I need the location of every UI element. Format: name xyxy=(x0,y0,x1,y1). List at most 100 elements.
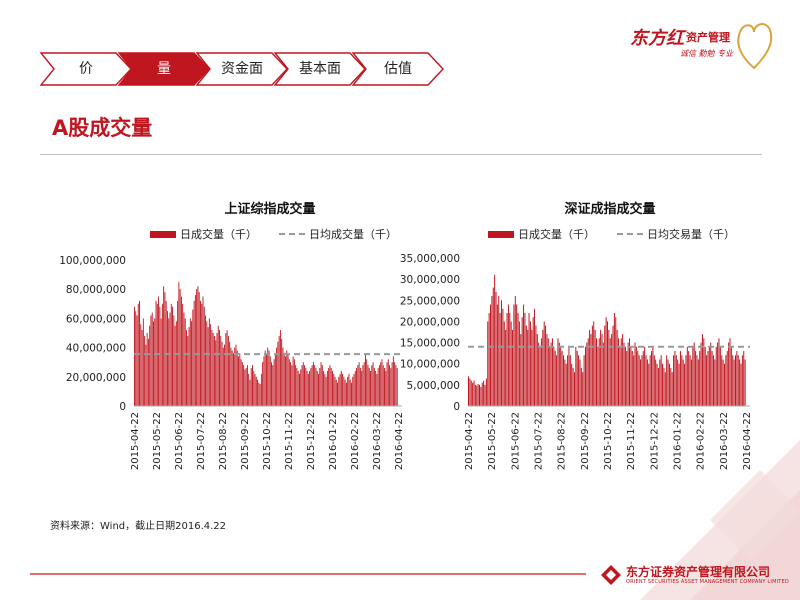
volume-bar xyxy=(260,373,262,406)
volume-bar xyxy=(503,321,505,406)
volume-bar xyxy=(200,300,201,406)
volume-bar xyxy=(382,365,384,406)
volume-bar xyxy=(734,355,736,406)
volume-bar xyxy=(715,346,717,406)
volume-bar xyxy=(301,365,303,406)
volume-bar xyxy=(150,315,152,406)
volume-bar xyxy=(728,342,730,406)
volume-bar xyxy=(188,327,190,406)
volume-bar xyxy=(733,359,735,406)
volume-bar xyxy=(536,334,538,406)
volume-bar xyxy=(616,329,618,406)
volume-bar xyxy=(739,359,741,406)
volume-bar xyxy=(258,382,260,406)
x-tick-label: 2016-03-22 xyxy=(719,412,730,470)
volume-bar xyxy=(392,356,394,406)
volume-bar xyxy=(384,368,385,406)
y-tick-label: 15,000,000 xyxy=(400,338,460,350)
volume-bar xyxy=(477,384,479,406)
volume-bar xyxy=(564,359,566,406)
volume-bar xyxy=(545,325,547,406)
volume-bar xyxy=(378,365,380,406)
volume-bar xyxy=(532,317,534,406)
tab-fundamentals[interactable]: 基本面 xyxy=(274,52,366,86)
x-tick-label: 2015-04-22 xyxy=(130,412,141,470)
volume-bar xyxy=(357,365,359,406)
volume-bar xyxy=(389,365,391,406)
volume-bar xyxy=(395,365,397,406)
tab-funds[interactable]: 资金面 xyxy=(196,52,288,86)
volume-bar xyxy=(196,289,198,406)
volume-bar xyxy=(607,321,608,406)
volume-bar xyxy=(744,359,746,406)
volume-bar xyxy=(300,369,302,406)
volume-bar xyxy=(266,353,267,406)
volume-bar xyxy=(470,380,472,406)
volume-bar xyxy=(163,286,165,406)
volume-bar xyxy=(286,350,288,406)
volume-bar xyxy=(613,312,615,406)
volume-bar xyxy=(307,373,309,406)
volume-bar xyxy=(326,370,328,406)
volume-bar xyxy=(712,355,714,406)
volume-bar xyxy=(141,330,143,406)
volume-bar xyxy=(718,338,720,406)
volume-bar xyxy=(496,304,498,406)
tab-volume[interactable]: 量 xyxy=(118,52,210,86)
volume-bar xyxy=(332,370,333,406)
volume-bar xyxy=(186,330,187,406)
volume-bar xyxy=(368,368,370,406)
volume-bar xyxy=(194,295,196,406)
volume-bar xyxy=(677,359,679,406)
volume-bar xyxy=(681,355,683,406)
volume-bar xyxy=(343,376,345,406)
volume-bar xyxy=(704,346,706,406)
legend-bar-swatch xyxy=(488,230,514,238)
volume-bar xyxy=(579,359,581,406)
volume-bar xyxy=(726,351,728,406)
volume-bar xyxy=(491,296,493,406)
y-tick-label: 80,000,000 xyxy=(66,284,126,296)
volume-bar xyxy=(333,373,335,406)
volume-bar xyxy=(505,329,507,406)
volume-bar xyxy=(178,281,180,406)
volume-bar xyxy=(690,359,692,406)
nav-tabs: 价 量 资金面 基本面 估值 xyxy=(40,52,444,86)
volume-bar xyxy=(640,359,642,406)
legend-line-swatch xyxy=(617,233,643,235)
y-tick-label: 5,000,000 xyxy=(407,380,460,392)
volume-bar xyxy=(707,351,709,406)
volume-bar xyxy=(598,338,600,406)
volume-bar xyxy=(501,300,503,406)
volume-bar xyxy=(159,306,161,406)
volume-bar xyxy=(604,325,606,406)
volume-bar xyxy=(586,342,588,406)
x-tick-label: 2016-02-22 xyxy=(350,412,361,470)
volume-bar xyxy=(349,379,351,406)
volume-bar xyxy=(315,368,317,406)
brand-slogan: 诚信 勤勉 专业 xyxy=(680,49,734,58)
volume-bar xyxy=(206,321,208,406)
volume-bar xyxy=(167,311,168,406)
volume-bar xyxy=(481,382,483,406)
volume-bar xyxy=(279,330,281,406)
legend-bar-swatch xyxy=(150,230,176,238)
volume-bar xyxy=(571,363,573,406)
y-tick-label: 20,000,000 xyxy=(400,316,460,328)
tab-valuation[interactable]: 估值 xyxy=(352,52,444,86)
volume-bar xyxy=(737,355,739,406)
volume-bar xyxy=(191,321,193,406)
tab-price[interactable]: 价 xyxy=(40,52,132,86)
volume-bar xyxy=(272,365,274,406)
volume-bar xyxy=(597,346,599,406)
volume-bar xyxy=(164,292,166,406)
y-tick-label: 30,000,000 xyxy=(400,274,460,286)
y-tick-label: 35,000,000 xyxy=(400,253,460,265)
volume-bar xyxy=(612,325,614,406)
volume-bar xyxy=(605,317,607,406)
volume-bar xyxy=(553,346,555,406)
chart-1-title: 上证综指成交量 xyxy=(224,202,316,217)
volume-bar xyxy=(342,373,344,406)
x-tick-label: 2016-01-22 xyxy=(673,412,684,470)
heart-icon xyxy=(737,23,773,70)
